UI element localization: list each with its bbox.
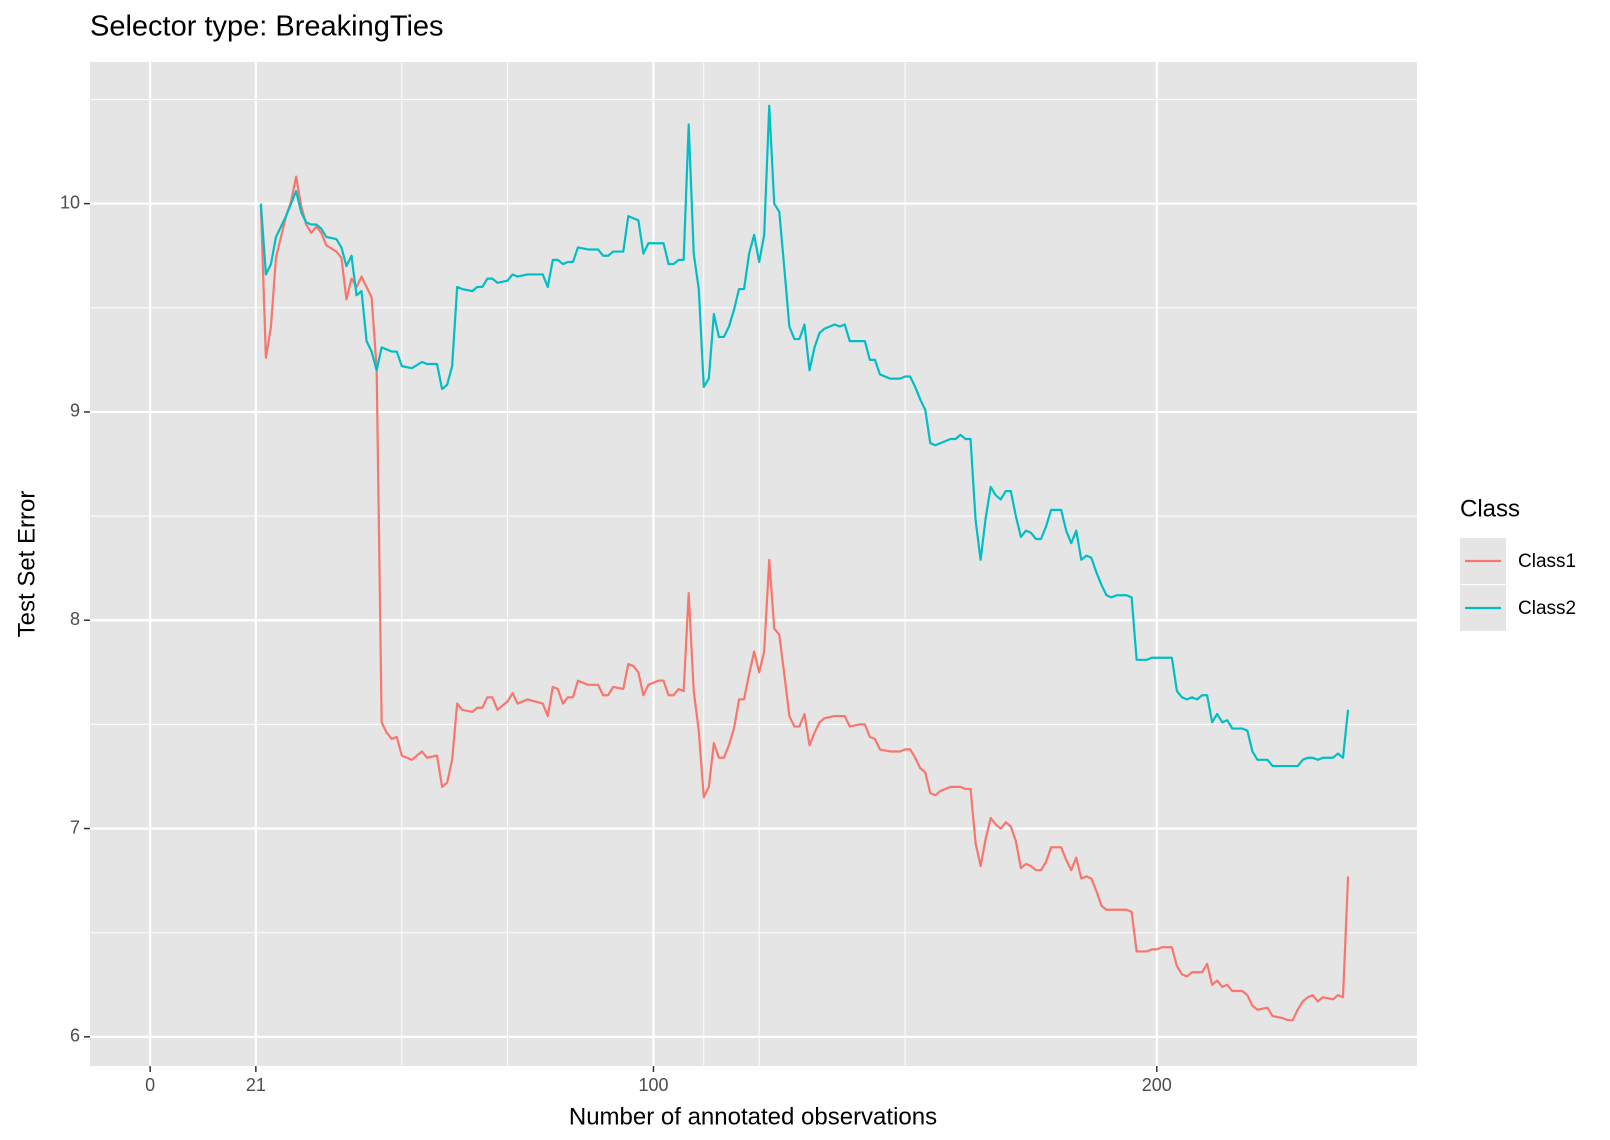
legend-label: Class2 — [1518, 598, 1576, 619]
y-axis-title: Test Set Error — [13, 491, 40, 638]
chart-title: Selector type: BreakingTies — [90, 11, 444, 43]
legend-title: Class — [1460, 495, 1520, 522]
y-tick-label: 9 — [70, 401, 80, 421]
y-tick-label: 10 — [60, 192, 80, 212]
x-tick-label: 21 — [246, 1075, 266, 1095]
y-tick-label: 6 — [70, 1026, 80, 1046]
plot-background — [90, 62, 1417, 1066]
x-tick-label: 0 — [145, 1075, 155, 1095]
series-line — [259, 104, 1350, 768]
x-tick-label: 200 — [1142, 1075, 1172, 1095]
series-line — [259, 175, 1350, 1022]
y-tick-label: 8 — [70, 609, 80, 629]
y-tick-label: 7 — [70, 817, 80, 837]
x-axis-title: Number of annotated observations — [569, 1103, 937, 1130]
x-tick-label: 100 — [638, 1075, 668, 1095]
legend-label: Class1 — [1518, 551, 1576, 572]
